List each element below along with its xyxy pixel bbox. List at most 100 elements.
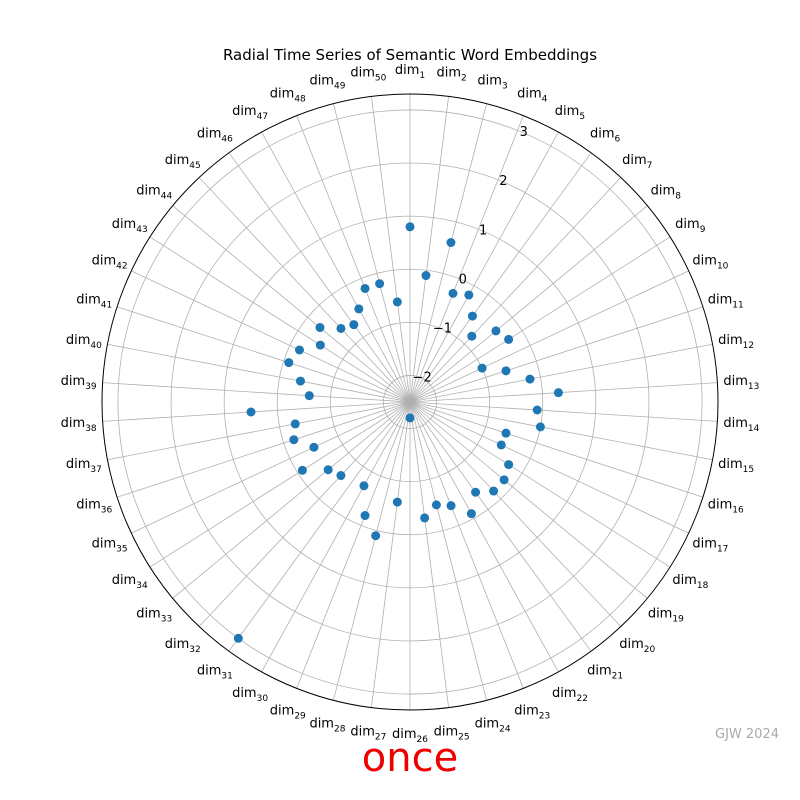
data-point (294, 345, 304, 355)
dimension-label: dim31 (197, 664, 233, 682)
grid-spoke (198, 401, 411, 627)
dimension-label: dim44 (136, 183, 172, 201)
dimension-label: dim23 (514, 704, 550, 722)
chart-title: Radial Time Series of Semantic Word Embe… (223, 46, 597, 64)
grid-spoke (296, 115, 411, 403)
data-point (489, 486, 499, 496)
grid-spoke (333, 401, 411, 701)
dimension-label: dim42 (92, 254, 128, 272)
data-point (309, 442, 319, 452)
dimension-label: dim13 (723, 374, 759, 392)
dimension-label: dim19 (648, 607, 684, 625)
grid-spoke (102, 401, 411, 422)
data-point (471, 487, 481, 497)
grid-spoke (409, 270, 689, 403)
word-label: once (361, 735, 459, 781)
dimension-label: dim45 (165, 153, 201, 171)
radial-tick-label: −2 (413, 370, 432, 385)
dimension-label: dim3 (477, 73, 507, 91)
grid-spoke (409, 401, 487, 701)
data-point (525, 374, 535, 384)
data-point (392, 297, 402, 307)
dimension-label: dim24 (475, 717, 511, 735)
grid-spoke (149, 236, 411, 403)
grid-spoke (409, 103, 487, 403)
data-point (448, 288, 458, 298)
data-point (323, 465, 333, 475)
grid-spoke (296, 401, 411, 689)
data-point (446, 238, 456, 248)
dimension-label: dim46 (197, 126, 233, 144)
grid-spoke (409, 401, 559, 673)
polar-grid (101, 93, 719, 711)
data-point (535, 422, 545, 432)
grid-spoke (116, 401, 411, 498)
dimension-label: dim27 (350, 724, 386, 742)
data-point (421, 271, 431, 281)
data-point (467, 311, 477, 321)
data-points (233, 222, 563, 643)
data-point (467, 331, 477, 341)
data-point (532, 405, 542, 415)
radial-tick-label: −1 (433, 321, 452, 336)
data-point (354, 304, 364, 314)
grid-spoke (198, 177, 411, 403)
dimension-label: dim18 (672, 573, 708, 591)
grid-spoke (102, 382, 411, 403)
data-point (501, 366, 511, 376)
data-point (315, 323, 325, 333)
grid-spoke (409, 401, 713, 461)
data-point (290, 419, 300, 429)
data-point (477, 363, 487, 373)
data-point (297, 465, 307, 475)
dimension-label: dim26 (392, 727, 428, 745)
data-point (491, 326, 501, 336)
dimension-label: dim6 (590, 126, 621, 144)
dimension-label: dim48 (270, 86, 306, 104)
dimension-label: dim2 (436, 66, 466, 84)
dimension-label: dim35 (92, 536, 128, 554)
grid-spoke (261, 131, 411, 403)
dimension-label: dim30 (232, 686, 268, 704)
data-point (284, 358, 294, 368)
dimension-label: dim40 (66, 333, 102, 351)
data-point (501, 428, 511, 438)
dimension-label: dim9 (675, 217, 706, 235)
dimension-label: dim33 (136, 607, 172, 625)
data-point (295, 376, 305, 386)
dimension-label: dim32 (165, 637, 201, 655)
dimension-label: dim39 (61, 374, 97, 392)
data-point (553, 388, 563, 398)
dimension-label: dim43 (112, 217, 148, 235)
dimension-label: dim29 (270, 704, 306, 722)
radial-tick-labels: −2 −1 0 1 2 3 (413, 125, 528, 385)
grid-spoke (409, 131, 559, 403)
dimension-label: dim50 (350, 66, 386, 84)
data-point (336, 323, 346, 333)
grid-spoke (409, 401, 689, 534)
data-point (349, 320, 359, 330)
dimension-label: dim25 (434, 724, 470, 742)
dimension-label: dim11 (708, 292, 744, 310)
grid-spoke (261, 401, 411, 673)
grid-spoke (409, 401, 718, 422)
dimension-label: dim4 (517, 86, 548, 104)
grid-spoke (409, 236, 671, 403)
data-point (504, 334, 514, 344)
grid-spoke (228, 152, 411, 403)
dimension-label: dim21 (587, 664, 623, 682)
dimension-label: dim10 (692, 254, 728, 272)
dimension-label: dim1 (395, 63, 425, 81)
grid-spoke (409, 343, 713, 403)
dimension-label: dim47 (232, 104, 268, 122)
dimension-label: dim22 (552, 686, 588, 704)
data-point (289, 435, 299, 445)
grid-spoke (409, 382, 718, 403)
grid-spoke (333, 103, 411, 403)
radial-tick-label: 3 (520, 125, 528, 140)
data-point (336, 471, 346, 481)
grid-spoke (409, 401, 671, 568)
dimension-label: dim12 (718, 333, 754, 351)
grid-spoke (107, 343, 411, 403)
grid-spoke (409, 152, 592, 403)
